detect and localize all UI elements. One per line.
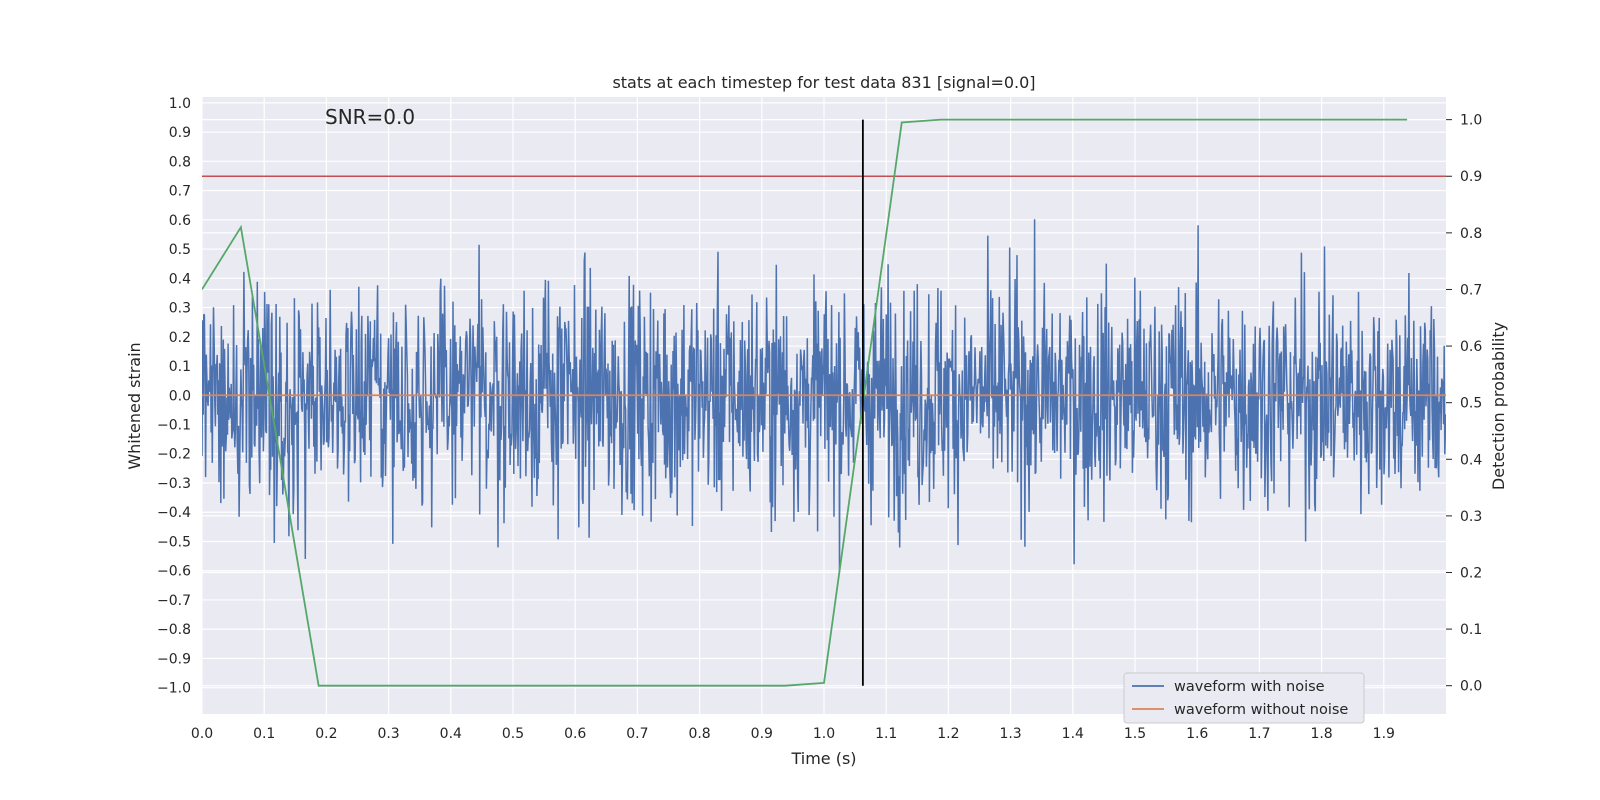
legend-box <box>1123 672 1365 724</box>
x-tick-label: 1.3 <box>999 726 1021 742</box>
y-tick-label: −0.4 <box>157 505 191 521</box>
y2-tick-label: 0.1 <box>1460 622 1482 638</box>
y2-tick-label: 0.9 <box>1460 169 1482 185</box>
x-tick-label: 0.2 <box>315 726 337 742</box>
y-tick-label: 0.3 <box>169 301 191 317</box>
y-tick-label: 0.8 <box>169 154 191 170</box>
y2-tick-label: 0.4 <box>1460 452 1482 468</box>
waveform-with-noise-line <box>202 219 1446 573</box>
y2-tick-label: 1.0 <box>1460 113 1482 129</box>
y-tick-label: −0.5 <box>157 534 191 550</box>
y-tick-label: −0.7 <box>157 593 191 609</box>
snr-annotation: SNR=0.0 <box>325 105 415 129</box>
x-tick-label: 0.0 <box>191 726 213 742</box>
x-tick-label: 0.7 <box>626 726 648 742</box>
y2-tick-label: 0.7 <box>1460 282 1482 298</box>
x-tick-label: 1.7 <box>1248 726 1270 742</box>
y-tick-label: −0.2 <box>157 447 191 463</box>
chart-title: stats at each timestep for test data 831… <box>612 73 1035 92</box>
legend: waveform with noise waveform without noi… <box>1123 672 1365 724</box>
y-tick-label: −1.0 <box>157 681 191 697</box>
y2-tick-label: 0.5 <box>1460 396 1482 412</box>
y-tick-label: 0.7 <box>169 184 191 200</box>
y-tick-label: 0.1 <box>169 359 191 375</box>
y2-axis-label: Detection probability <box>1489 322 1508 490</box>
y-tick-label: 0.0 <box>169 388 191 404</box>
legend-label-clean: waveform without noise <box>1174 702 1348 718</box>
y-tick-label: 0.4 <box>169 271 191 287</box>
y2-tick-label: 0.2 <box>1460 565 1482 581</box>
x-axis-label: Time (s) <box>790 749 856 768</box>
x-tick-label: 1.6 <box>1186 726 1208 742</box>
y2-tick-label: 0.0 <box>1460 679 1482 695</box>
y-tick-label: −0.6 <box>157 564 191 580</box>
y-tick-label: 0.5 <box>169 242 191 258</box>
x-tick-label: 0.8 <box>688 726 710 742</box>
x-tick-label: 0.6 <box>564 726 586 742</box>
y-tick-label: −0.8 <box>157 622 191 638</box>
x-tick-label: 1.4 <box>1062 726 1084 742</box>
x-tick-label: 1.8 <box>1310 726 1332 742</box>
x-tick-label: 0.9 <box>751 726 773 742</box>
y2-tick-label: 0.3 <box>1460 509 1482 525</box>
y-tick-label: −0.3 <box>157 476 191 492</box>
y-axis-label: Whitened strain <box>125 342 144 469</box>
x-tick-label: 1.9 <box>1373 726 1395 742</box>
x-tick-label: 1.2 <box>937 726 959 742</box>
y-tick-label: −0.9 <box>157 651 191 667</box>
y-tick-label: 1.0 <box>169 96 191 112</box>
x-tick-label: 0.1 <box>253 726 275 742</box>
x-tick-label: 1.1 <box>875 726 897 742</box>
y-tick-label: 0.6 <box>169 213 191 229</box>
y2-tick-label: 0.8 <box>1460 226 1482 242</box>
y-tick-label: −0.1 <box>157 418 191 434</box>
x-tick-label: 1.5 <box>1124 726 1146 742</box>
y-tick-label: 0.9 <box>169 125 191 141</box>
x-tick-label: 0.4 <box>440 726 462 742</box>
x-tick-label: 0.5 <box>502 726 524 742</box>
y2-tick-label: 0.6 <box>1460 339 1482 355</box>
x-tick-label: 0.3 <box>377 726 399 742</box>
y-tick-label: 0.2 <box>169 330 191 346</box>
x-tick-label: 1.0 <box>813 726 835 742</box>
legend-label-noise: waveform with noise <box>1174 679 1325 695</box>
